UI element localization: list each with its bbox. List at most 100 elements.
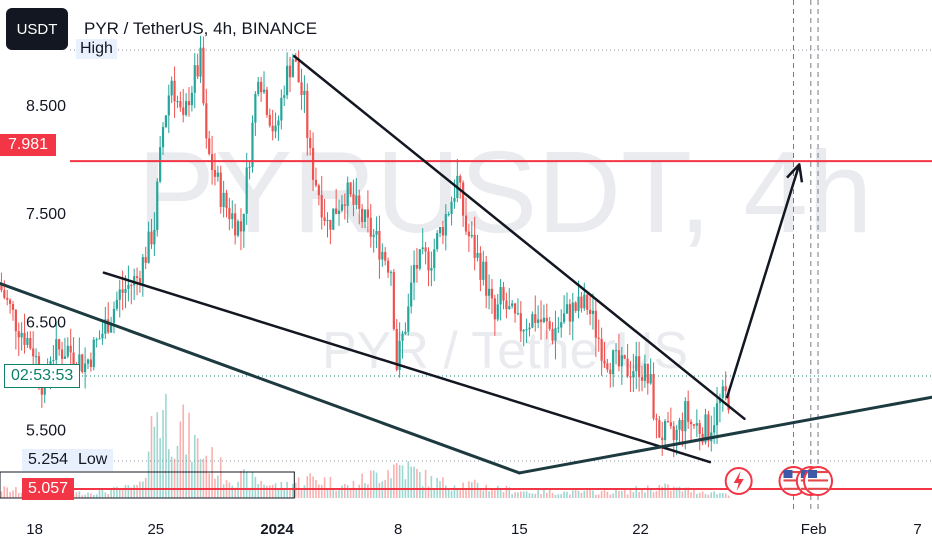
x-tick-label: 7: [913, 521, 921, 538]
candle-body: [713, 425, 716, 433]
candle-body: [508, 306, 511, 310]
candle-body: [412, 265, 416, 283]
candle-body: [522, 329, 525, 332]
volume-bar: [707, 494, 710, 498]
volume-bar: [393, 464, 395, 498]
candle-body: [675, 429, 678, 441]
volume-bar: [90, 493, 92, 498]
candle-body: [196, 65, 199, 77]
candle-body: [378, 230, 381, 260]
volume-bar: [309, 473, 311, 498]
candle-body: [260, 81, 263, 93]
volume-bar: [632, 492, 635, 498]
volume-bar: [476, 482, 479, 498]
volume-bar: [427, 486, 430, 498]
currency-chip[interactable]: USDT: [6, 8, 68, 50]
candle-body: [588, 309, 592, 314]
candle-body: [415, 265, 419, 269]
volume-bar: [205, 455, 208, 498]
candle-body: [511, 303, 514, 307]
volume-bar: [600, 491, 603, 498]
candle-body: [130, 284, 133, 286]
candle-body: [646, 363, 649, 384]
volume-bar: [387, 470, 389, 498]
candle-body: [369, 217, 372, 237]
candle-body: [14, 309, 17, 332]
volume-bar: [597, 494, 600, 498]
flag-stripe: [808, 479, 829, 482]
low-price-tag: 5.254: [22, 449, 75, 471]
volume-bar: [520, 491, 522, 498]
candle-body: [133, 276, 136, 286]
candle-body: [185, 101, 188, 115]
volume-bar: [98, 490, 101, 498]
channel-lower[interactable]: [517, 395, 932, 475]
x-tick-label: 8: [394, 521, 402, 538]
candle-body: [262, 89, 266, 93]
channel-upper[interactable]: [0, 282, 521, 475]
flag-stripe: [783, 483, 804, 486]
volume-bar: [621, 490, 623, 498]
volume-bar: [20, 492, 23, 498]
volume-bar: [436, 477, 438, 498]
y-tick-label: 8.500: [26, 98, 66, 115]
candle-body: [297, 61, 300, 83]
volume-bar: [228, 482, 231, 498]
resistance-price-tag: 7.981: [0, 134, 57, 156]
candle-body: [78, 354, 81, 372]
candle-body: [626, 358, 629, 376]
candle-body: [470, 234, 473, 237]
candle-body: [519, 313, 522, 332]
volume-bar: [534, 493, 537, 498]
flag-stripe: [783, 479, 804, 482]
candle-body: [164, 115, 168, 128]
candle-body: [20, 332, 23, 338]
candle-body: [112, 308, 116, 323]
volume-bar: [329, 476, 332, 498]
candle-body: [190, 92, 193, 106]
y-tick-label: 5.500: [26, 423, 66, 440]
volume-bar: [496, 485, 499, 498]
volume-bar: [395, 462, 398, 498]
lower-trendline[interactable]: [102, 271, 712, 464]
volume-bar: [641, 488, 643, 498]
candle-body: [603, 360, 606, 364]
candle-body: [291, 59, 294, 78]
candle-body: [6, 297, 9, 300]
volume-bar: [531, 493, 534, 498]
volume-bar: [268, 485, 271, 498]
candle-body: [485, 261, 488, 296]
candle-body: [317, 185, 320, 196]
candle-body: [92, 339, 95, 368]
candle-body: [228, 207, 231, 220]
candle-body: [355, 195, 358, 205]
volume-bar: [95, 494, 98, 498]
candle-body: [687, 401, 690, 422]
projection-arrow[interactable]: [725, 163, 801, 399]
candle-body: [545, 317, 548, 322]
candle-body: [591, 310, 595, 314]
candle-body: [84, 363, 87, 373]
volume-bar: [603, 489, 606, 498]
candle-body: [594, 310, 597, 338]
candle-body: [450, 201, 453, 215]
upper-trendline[interactable]: [293, 54, 746, 421]
volume-bar: [675, 487, 678, 498]
volume-bar: [81, 495, 84, 498]
candle-body: [528, 327, 531, 330]
volume-bar: [430, 476, 433, 498]
candle-body: [150, 231, 153, 245]
volume-bar: [150, 416, 153, 498]
volume-bar: [421, 486, 424, 498]
volume-bar: [433, 488, 436, 498]
candle-body: [363, 209, 367, 222]
candle-body: [159, 147, 162, 182]
volume-bar: [153, 426, 156, 498]
chart-title[interactable]: PYR / TetherUS, 4h, BINANCE: [84, 19, 318, 38]
volume-bar: [410, 466, 412, 498]
volume-bar: [722, 492, 724, 498]
volume-bar: [701, 491, 704, 498]
candle-body: [681, 419, 684, 432]
candle-body: [666, 421, 670, 423]
